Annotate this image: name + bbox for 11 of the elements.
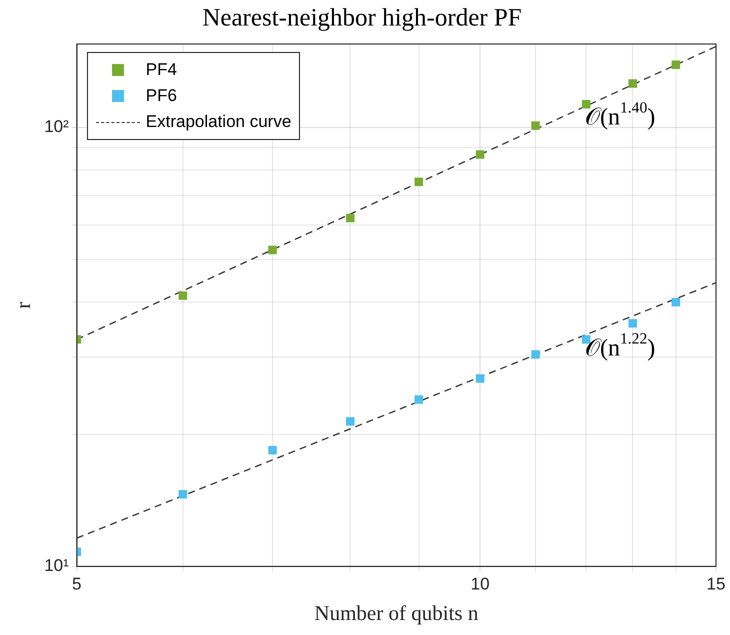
x-tick-label: 15 — [706, 574, 726, 594]
y-tick-label: 10¹ — [44, 556, 70, 576]
chart-title: Nearest-neighbor high-order PF — [202, 4, 522, 32]
x-axis-title: Number of qubits n — [314, 600, 479, 625]
legend-label: PF6 — [146, 86, 177, 106]
x-tick-label: 5 — [72, 574, 82, 594]
x-tick-label: 10 — [470, 574, 490, 594]
legend-label: Extrapolation curve — [146, 112, 292, 132]
legend-label: PF4 — [146, 60, 177, 80]
y-tick-label: 10² — [44, 117, 70, 136]
y-axis-title: r — [11, 302, 36, 309]
